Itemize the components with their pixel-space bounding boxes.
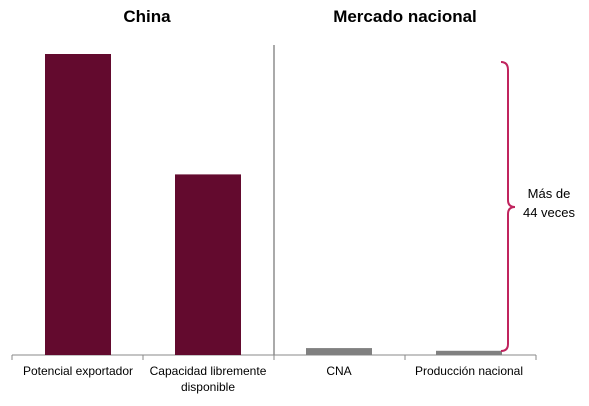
panel-title-mercado-nacional: Mercado nacional <box>333 7 477 26</box>
bar-0 <box>45 54 111 355</box>
annotation-text-line-1: Más de <box>528 186 571 201</box>
x-tick-label-3: Producción nacional <box>415 364 523 378</box>
x-tick-label-1-line-2: disponible <box>181 380 235 394</box>
bar-1 <box>175 174 241 355</box>
bars-group <box>45 54 502 355</box>
panel-title-china: China <box>123 7 171 26</box>
x-tick-labels-group: Potencial exportador Capacidad libremente… <box>23 364 523 394</box>
annotation-bracket <box>500 61 516 352</box>
annotation-text-line-2: 44 veces <box>523 205 576 220</box>
x-tick-label-1: Capacidad libremente <box>150 364 267 378</box>
bar-3 <box>436 350 502 355</box>
bar-2 <box>306 348 372 355</box>
x-ticks-group <box>11 355 537 360</box>
x-tick-label-2: CNA <box>326 364 351 378</box>
x-tick-label-0: Potencial exportador <box>23 364 133 378</box>
